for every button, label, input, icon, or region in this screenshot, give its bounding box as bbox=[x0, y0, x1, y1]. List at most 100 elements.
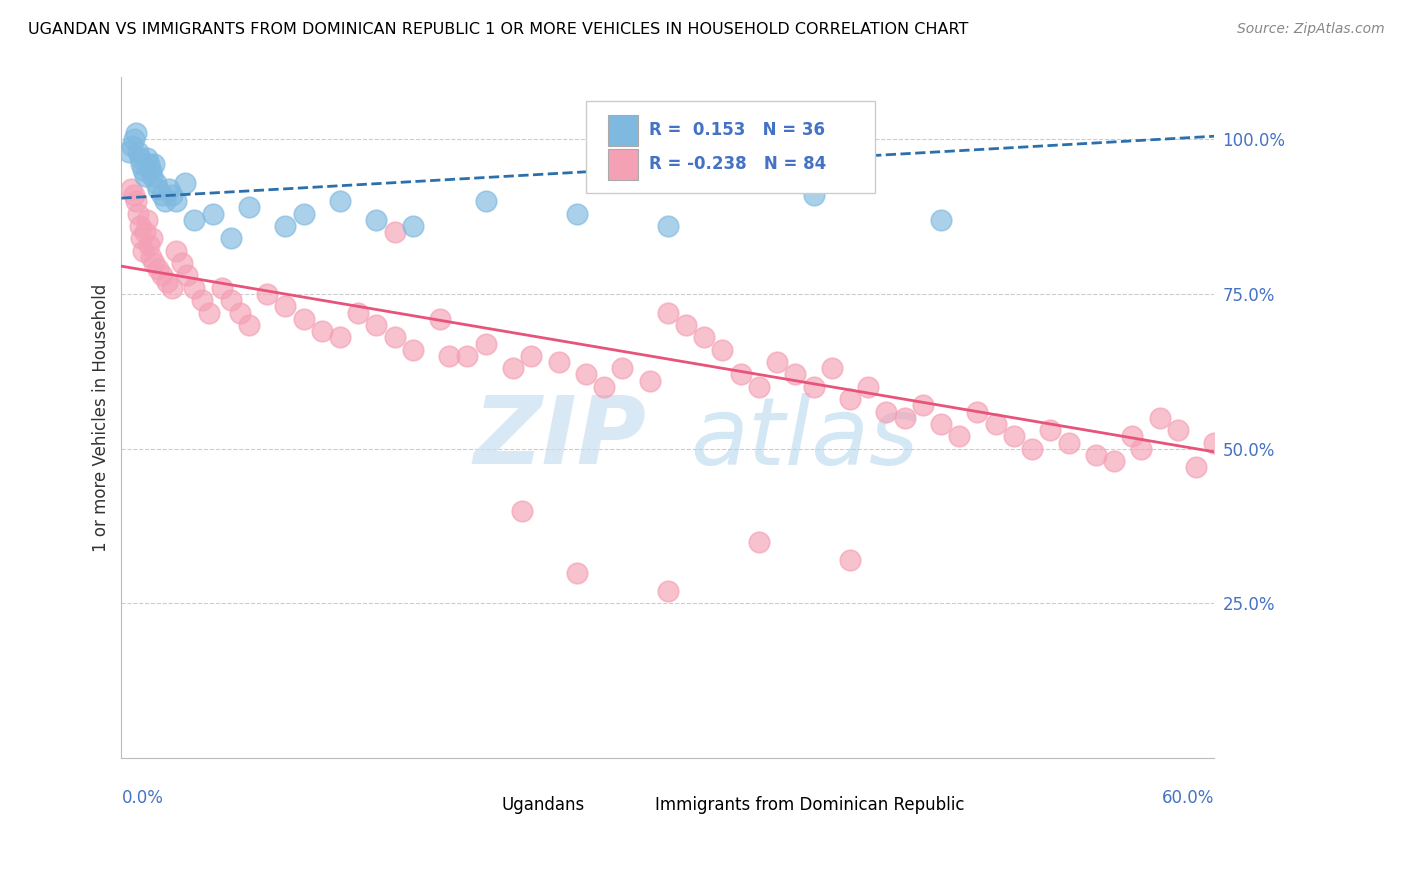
Point bbox=[748, 534, 770, 549]
Point bbox=[128, 219, 150, 233]
Point bbox=[131, 231, 153, 245]
Point bbox=[474, 194, 496, 209]
Point bbox=[311, 324, 333, 338]
Point bbox=[1102, 454, 1125, 468]
Point bbox=[565, 566, 588, 580]
Point bbox=[138, 237, 160, 252]
Text: Source: ZipAtlas.com: Source: ZipAtlas.com bbox=[1237, 22, 1385, 37]
Point bbox=[139, 163, 162, 178]
Point bbox=[474, 336, 496, 351]
Point bbox=[170, 256, 193, 270]
Point bbox=[984, 417, 1007, 431]
Point bbox=[839, 553, 862, 567]
Text: ZIP: ZIP bbox=[472, 392, 645, 484]
Point bbox=[402, 219, 425, 233]
Point bbox=[657, 305, 679, 319]
Point bbox=[856, 380, 879, 394]
Point bbox=[139, 250, 162, 264]
Point bbox=[1084, 448, 1107, 462]
Point bbox=[183, 281, 205, 295]
FancyBboxPatch shape bbox=[607, 149, 638, 179]
Point bbox=[120, 182, 142, 196]
Point bbox=[1057, 435, 1080, 450]
Point bbox=[766, 355, 789, 369]
Point bbox=[675, 318, 697, 332]
Point bbox=[948, 429, 970, 443]
Point bbox=[128, 151, 150, 165]
Point bbox=[219, 231, 242, 245]
Point bbox=[1149, 410, 1171, 425]
Point bbox=[146, 262, 169, 277]
Point bbox=[136, 151, 159, 165]
FancyBboxPatch shape bbox=[471, 797, 495, 814]
Point bbox=[929, 417, 952, 431]
Point bbox=[176, 268, 198, 283]
Point bbox=[201, 206, 224, 220]
Point bbox=[520, 349, 543, 363]
Point bbox=[657, 584, 679, 599]
Text: Ugandans: Ugandans bbox=[502, 797, 585, 814]
Point bbox=[141, 231, 163, 245]
Point bbox=[439, 349, 461, 363]
Point bbox=[190, 293, 212, 308]
Point bbox=[292, 311, 315, 326]
Point bbox=[274, 300, 297, 314]
Point bbox=[274, 219, 297, 233]
Point bbox=[132, 244, 155, 258]
Point bbox=[183, 212, 205, 227]
Text: Immigrants from Dominican Republic: Immigrants from Dominican Republic bbox=[655, 797, 965, 814]
Point bbox=[711, 343, 734, 357]
Point bbox=[156, 275, 179, 289]
Point bbox=[730, 368, 752, 382]
Point bbox=[1121, 429, 1143, 443]
FancyBboxPatch shape bbox=[586, 102, 876, 194]
Point bbox=[138, 157, 160, 171]
Point bbox=[456, 349, 478, 363]
Point bbox=[131, 157, 153, 171]
Point bbox=[198, 305, 221, 319]
Point bbox=[875, 404, 897, 418]
Point bbox=[693, 330, 716, 344]
Text: 0.0%: 0.0% bbox=[121, 789, 163, 806]
Point bbox=[219, 293, 242, 308]
Point bbox=[132, 163, 155, 178]
Point bbox=[839, 392, 862, 407]
Point bbox=[657, 219, 679, 233]
Point bbox=[136, 212, 159, 227]
Text: 60.0%: 60.0% bbox=[1161, 789, 1215, 806]
Point bbox=[141, 169, 163, 184]
Point bbox=[384, 330, 406, 344]
Point bbox=[153, 194, 176, 209]
FancyBboxPatch shape bbox=[607, 115, 638, 145]
Point bbox=[575, 368, 598, 382]
Point bbox=[1002, 429, 1025, 443]
Point bbox=[118, 145, 141, 159]
Point bbox=[134, 169, 156, 184]
Point bbox=[329, 330, 352, 344]
Point bbox=[347, 305, 370, 319]
Point bbox=[174, 176, 197, 190]
Point bbox=[229, 305, 252, 319]
Point bbox=[143, 256, 166, 270]
Point bbox=[292, 206, 315, 220]
Point bbox=[122, 132, 145, 146]
Point bbox=[165, 194, 187, 209]
Y-axis label: 1 or more Vehicles in Household: 1 or more Vehicles in Household bbox=[93, 284, 110, 552]
Point bbox=[510, 503, 533, 517]
Point bbox=[1167, 423, 1189, 437]
Point bbox=[593, 380, 616, 394]
Point bbox=[1039, 423, 1062, 437]
Point bbox=[121, 138, 143, 153]
Point bbox=[803, 188, 825, 202]
Point bbox=[329, 194, 352, 209]
Point bbox=[127, 206, 149, 220]
Point bbox=[612, 361, 634, 376]
Point bbox=[547, 355, 569, 369]
Point bbox=[146, 182, 169, 196]
Point bbox=[256, 287, 278, 301]
Point bbox=[638, 374, 661, 388]
Point bbox=[150, 268, 173, 283]
Text: UGANDAN VS IMMIGRANTS FROM DOMINICAN REPUBLIC 1 OR MORE VEHICLES IN HOUSEHOLD CO: UGANDAN VS IMMIGRANTS FROM DOMINICAN REP… bbox=[28, 22, 969, 37]
Point bbox=[150, 188, 173, 202]
FancyBboxPatch shape bbox=[624, 797, 648, 814]
